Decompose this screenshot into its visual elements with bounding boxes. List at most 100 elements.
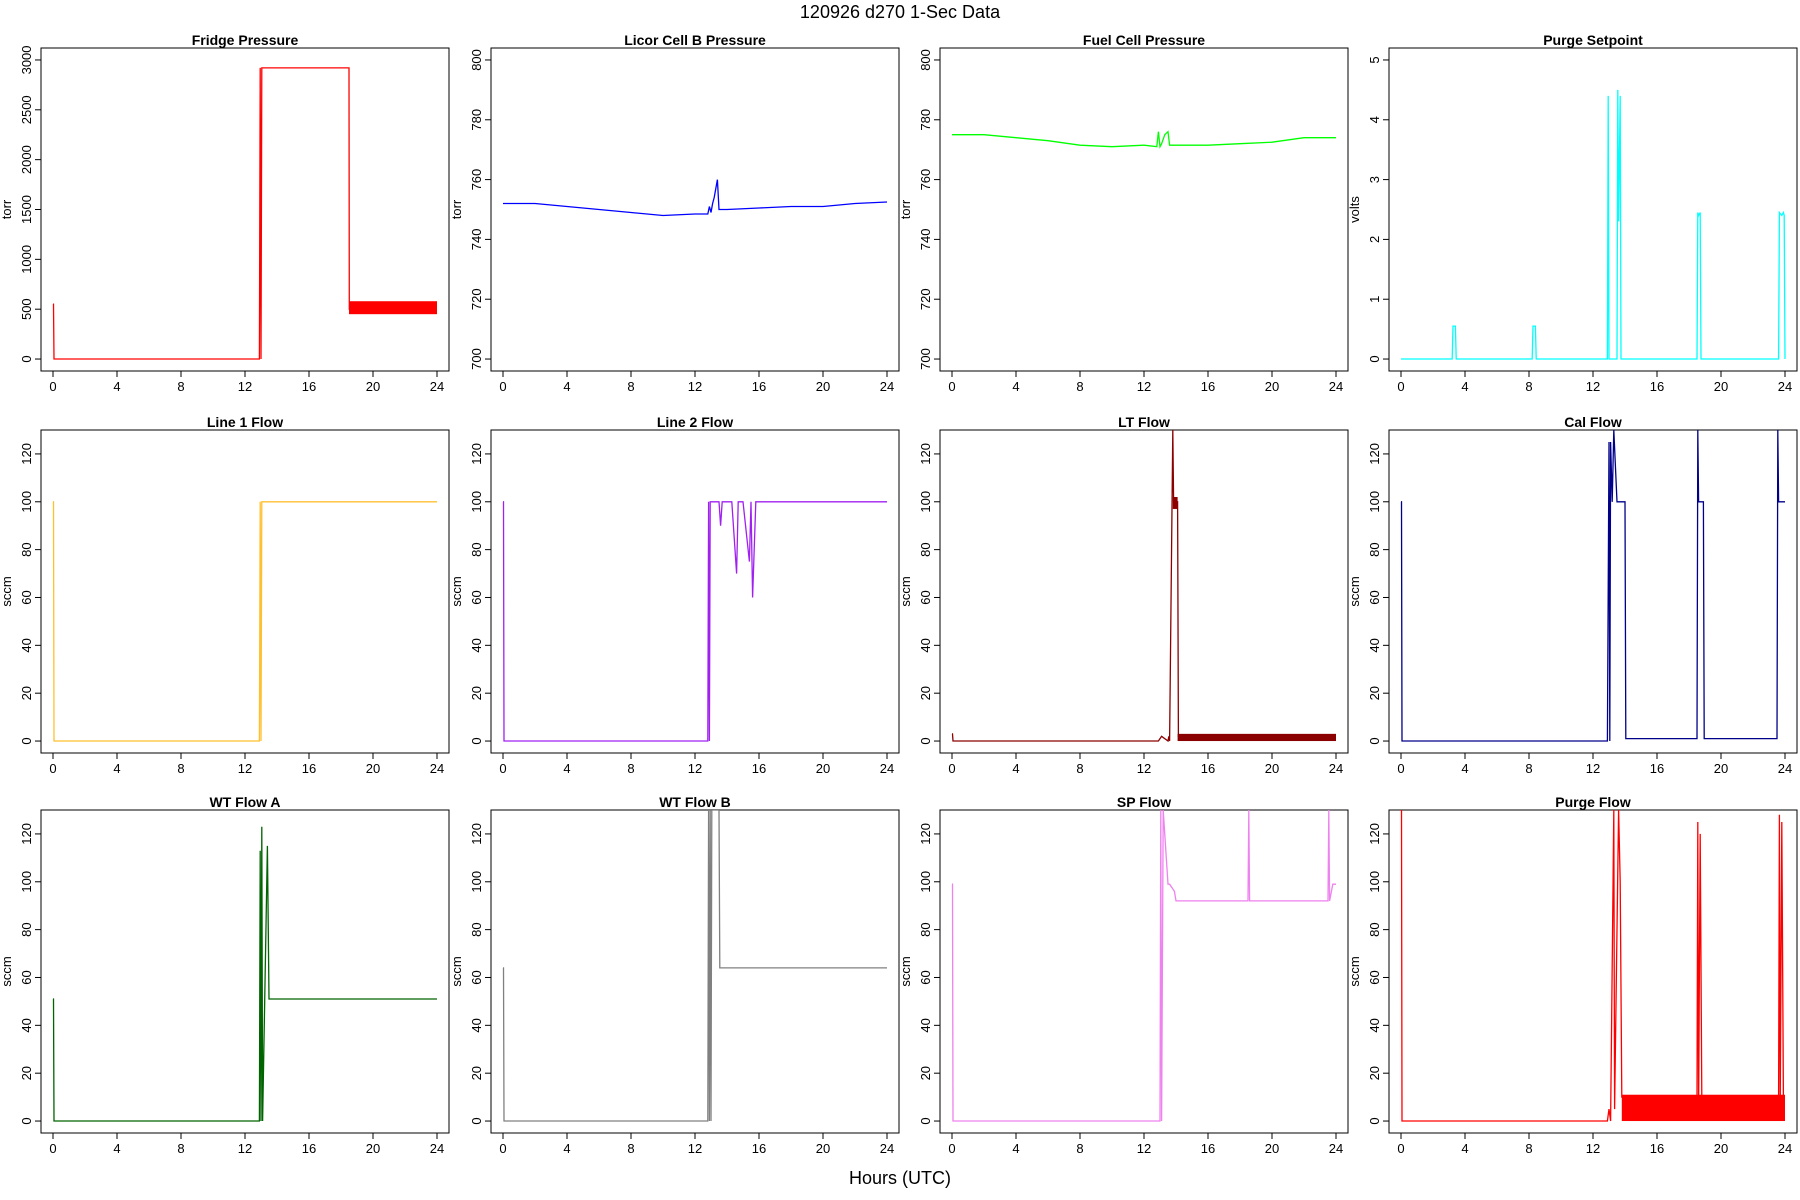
y-tick-label: 0 (1367, 737, 1382, 744)
plot-frame (939, 809, 1349, 1134)
x-tick-label: 12 (238, 1141, 252, 1156)
y-tick-label: 40 (1367, 638, 1382, 652)
x-tick-label: 20 (1714, 761, 1728, 776)
plot-frame (40, 429, 450, 754)
series-group (951, 430, 1336, 743)
x-tick-label: 24 (430, 1141, 444, 1156)
x-tick-label: 16 (1201, 761, 1215, 776)
x-tick-label: 4 (563, 761, 570, 776)
y-axis-label: sccm (898, 576, 913, 606)
y-axis-label: sccm (0, 956, 14, 986)
series-group (502, 810, 887, 1122)
plot-frame (1388, 809, 1798, 1134)
panel-title: Fridge Pressure (192, 32, 299, 48)
y-tick-label: 2000 (19, 145, 34, 174)
y-tick-label: 0 (19, 737, 34, 744)
y-tick-label: 40 (469, 638, 484, 652)
y-tick-label: 100 (1367, 871, 1382, 893)
panel-fridge-pressure: Fridge Pressure torr 0 500 1000 1500 2000 2500 3… (0, 32, 450, 394)
plot-frame (939, 429, 1349, 754)
y-tick-label: 20 (469, 686, 484, 700)
y-tick-label: 60 (918, 970, 933, 984)
x-tick-label: 12 (1586, 379, 1600, 394)
x-tick-label: 4 (1012, 761, 1019, 776)
y-tick-label: 100 (19, 871, 34, 893)
y-axis-label: torr (898, 199, 913, 219)
y-tick-label: 20 (19, 686, 34, 700)
x-tick-label: 4 (563, 379, 570, 394)
panel-licor-cell-b-pressure: Licor Cell B Pressure torr 700 720 740 760 780… (449, 32, 900, 394)
x-tick-label: 12 (238, 761, 252, 776)
y-tick-label: 80 (918, 922, 933, 936)
series-line-cal-flow (1400, 430, 1785, 742)
x-tick-label: 24 (1778, 379, 1792, 394)
panel-wt-flow-a: WT Flow A sccm 0 20 40 60 80 100 120 0 4 8 12 16 20 24 (0, 794, 450, 1156)
x-tick-label: 0 (49, 1141, 56, 1156)
noise-band (1172, 496, 1178, 509)
noise-band (349, 301, 437, 315)
panel-title: WT Flow B (659, 794, 731, 810)
x-tick-label: 0 (948, 379, 955, 394)
x-tick-label: 16 (752, 761, 766, 776)
x-tick-label: 16 (752, 379, 766, 394)
noise-band (1621, 1094, 1785, 1122)
x-tick-label: 12 (1137, 1141, 1151, 1156)
series-line-wt-flow-b (502, 810, 887, 1122)
y-tick-label: 60 (19, 590, 34, 604)
y-tick-label: 5 (1367, 56, 1382, 63)
x-tick-label: 12 (238, 379, 252, 394)
x-tick-label: 12 (1586, 761, 1600, 776)
plot-frame (40, 809, 450, 1134)
panel-cal-flow: Cal Flow sccm 0 20 40 60 80 100 120 0 4 8 12 16 20 24 (1347, 414, 1798, 776)
series-line-sp-flow (951, 810, 1336, 1122)
y-tick-label: 80 (19, 542, 34, 556)
panel-line-1-flow: Line 1 Flow sccm 0 20 40 60 80 100 120 0 4 8 12 16 20 2… (0, 414, 450, 776)
series-line-line-2-flow (502, 501, 887, 742)
y-tick-label: 700 (918, 348, 933, 370)
x-tick-label: 4 (1461, 761, 1468, 776)
y-tick-label: 740 (918, 229, 933, 251)
y-tick-label: 780 (469, 109, 484, 131)
x-tick-label: 4 (1012, 379, 1019, 394)
x-tick-label: 0 (948, 1141, 955, 1156)
y-tick-label: 120 (918, 823, 933, 845)
y-tick-label: 120 (1367, 823, 1382, 845)
x-tick-label: 24 (880, 1141, 894, 1156)
y-tick-label: 60 (19, 970, 34, 984)
panel-title: Fuel Cell Pressure (1083, 32, 1205, 48)
x-tick-label: 24 (1329, 761, 1343, 776)
plot-frame (939, 47, 1349, 372)
x-tick-label: 8 (177, 761, 184, 776)
x-tick-label: 16 (1201, 379, 1215, 394)
x-tick-label: 8 (627, 379, 634, 394)
y-tick-label: 760 (918, 169, 933, 191)
y-tick-label: 20 (469, 1066, 484, 1080)
x-tick-label: 16 (1650, 379, 1664, 394)
x-tick-label: 16 (302, 1141, 316, 1156)
y-tick-label: 60 (1367, 970, 1382, 984)
y-tick-label: 100 (469, 871, 484, 893)
x-tick-label: 0 (499, 761, 506, 776)
x-tick-label: 12 (688, 379, 702, 394)
x-tick-label: 12 (688, 761, 702, 776)
x-tick-label: 16 (752, 1141, 766, 1156)
series-line-line-1-flow (52, 501, 437, 742)
x-tick-label: 12 (1137, 761, 1151, 776)
x-tick-label: 8 (627, 761, 634, 776)
y-tick-label: 4 (1367, 116, 1382, 123)
series-line-fuel-cell-pressure (952, 130, 1336, 149)
y-tick-label: 720 (918, 288, 933, 310)
x-tick-label: 20 (366, 379, 380, 394)
y-axis-label: sccm (1347, 576, 1362, 606)
x-tick-label: 4 (113, 1141, 120, 1156)
y-tick-label: 20 (1367, 686, 1382, 700)
y-tick-label: 100 (918, 491, 933, 513)
x-tick-label: 8 (1525, 1141, 1532, 1156)
x-tick-label: 0 (948, 761, 955, 776)
series-line-purge-flow (1400, 810, 1785, 1122)
y-tick-label: 700 (469, 348, 484, 370)
x-tick-label: 8 (177, 379, 184, 394)
x-tick-label: 16 (1201, 1141, 1215, 1156)
x-tick-label: 24 (1329, 379, 1343, 394)
series-line-lt-flow (951, 430, 1336, 743)
